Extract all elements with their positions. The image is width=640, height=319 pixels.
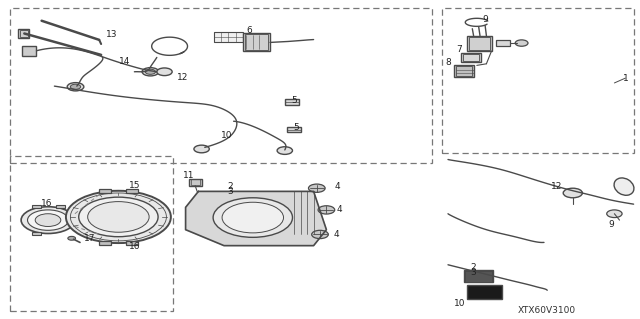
Bar <box>10 8 432 163</box>
Circle shape <box>68 236 76 240</box>
Text: 3: 3 <box>471 268 476 277</box>
Text: 6: 6 <box>247 26 252 35</box>
Text: 12: 12 <box>177 73 188 82</box>
Circle shape <box>213 198 292 237</box>
Text: XTX60V3100: XTX60V3100 <box>518 306 576 315</box>
Text: 14: 14 <box>119 57 131 66</box>
Text: 13: 13 <box>106 30 118 39</box>
Ellipse shape <box>614 178 634 195</box>
Bar <box>99 189 111 193</box>
Text: 11: 11 <box>183 171 195 180</box>
Bar <box>214 32 243 42</box>
Text: 3: 3 <box>228 187 233 196</box>
Bar <box>454 65 474 77</box>
Bar <box>464 270 493 282</box>
Bar <box>191 179 200 185</box>
Text: 17: 17 <box>84 234 95 243</box>
Bar <box>99 241 111 245</box>
Bar <box>442 8 634 153</box>
Bar <box>32 232 41 235</box>
Circle shape <box>88 202 149 232</box>
Bar <box>467 36 492 51</box>
Bar <box>126 241 138 245</box>
Circle shape <box>66 191 171 243</box>
Text: 10: 10 <box>454 299 465 308</box>
Bar <box>285 99 299 105</box>
Text: 5: 5 <box>293 123 298 132</box>
Circle shape <box>222 202 284 233</box>
Circle shape <box>79 197 158 237</box>
Bar <box>496 40 510 46</box>
Bar <box>189 179 202 186</box>
Circle shape <box>515 40 528 46</box>
Text: 8: 8 <box>445 58 451 67</box>
Circle shape <box>277 147 292 154</box>
Text: 1: 1 <box>623 74 629 83</box>
Bar <box>461 53 481 62</box>
Circle shape <box>157 68 172 76</box>
Text: 4: 4 <box>335 182 340 191</box>
Bar <box>18 29 29 38</box>
Bar <box>22 46 36 56</box>
Text: 9: 9 <box>609 220 614 229</box>
Circle shape <box>308 184 325 192</box>
Text: 10: 10 <box>221 131 233 140</box>
Text: 16: 16 <box>129 242 140 251</box>
Text: 16: 16 <box>41 199 52 208</box>
Text: 12: 12 <box>551 182 563 191</box>
Text: 2: 2 <box>471 263 476 272</box>
Text: 7: 7 <box>457 45 462 54</box>
Text: 2: 2 <box>228 182 233 191</box>
Bar <box>243 33 270 51</box>
Text: 4: 4 <box>337 205 342 214</box>
Circle shape <box>607 210 622 218</box>
Text: 9: 9 <box>483 15 488 24</box>
Bar <box>465 271 492 282</box>
Circle shape <box>28 210 68 230</box>
Circle shape <box>194 145 209 153</box>
Circle shape <box>318 206 335 214</box>
Bar <box>56 205 65 208</box>
Bar <box>10 156 173 311</box>
Bar <box>456 66 472 76</box>
Circle shape <box>145 69 156 74</box>
Bar <box>32 205 41 208</box>
Bar <box>469 37 490 50</box>
Circle shape <box>21 207 75 234</box>
Bar <box>467 285 502 299</box>
Circle shape <box>563 188 582 198</box>
Bar <box>126 189 138 193</box>
Circle shape <box>67 83 84 91</box>
Bar <box>287 127 301 132</box>
Bar <box>20 30 28 37</box>
Bar <box>245 34 268 50</box>
Circle shape <box>70 84 81 89</box>
Text: 5: 5 <box>291 96 296 105</box>
Text: 15: 15 <box>129 181 140 189</box>
Circle shape <box>35 214 61 226</box>
Circle shape <box>312 230 328 239</box>
Polygon shape <box>186 191 326 246</box>
Bar <box>463 54 479 61</box>
Text: 4: 4 <box>333 230 339 239</box>
Circle shape <box>142 68 159 76</box>
